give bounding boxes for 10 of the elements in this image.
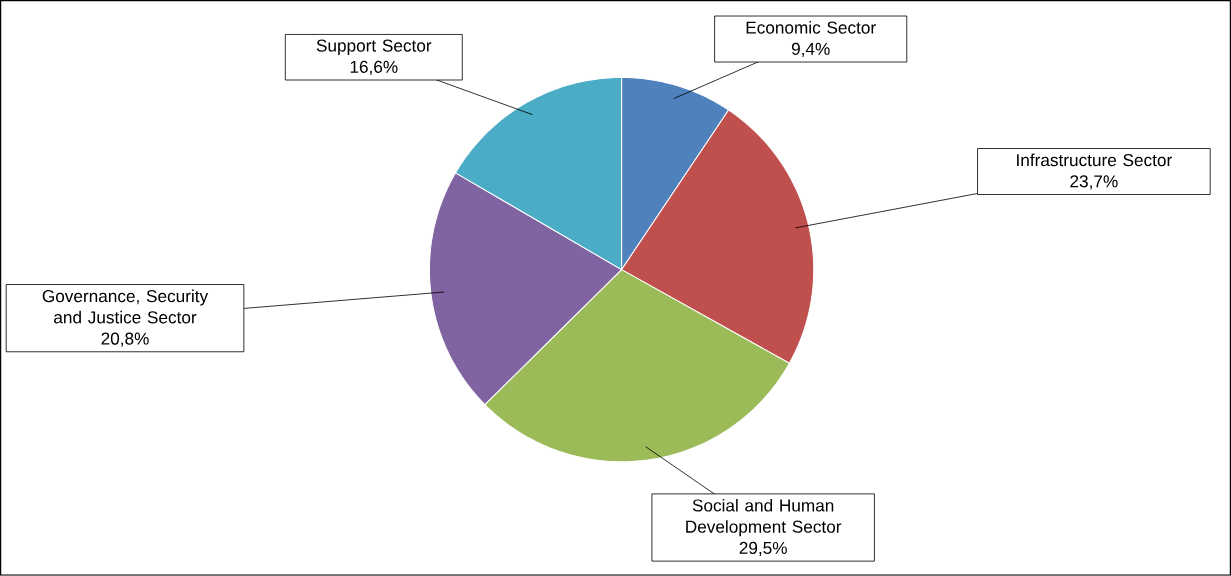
data-label: 23,7% [1070,175,1118,190]
slice-label: Infrastructure Sector [1017,153,1172,167]
data-label: 20,8% [101,332,149,347]
slice-label: Economic Sector [746,21,876,34]
slice-label: Support Sector [316,39,432,56]
data-label: 29,5% [739,542,787,557]
slice-label: Governance, Security and Justice Sector [42,289,209,324]
data-label: 9,4% [791,42,830,58]
slice-label: Social and Human Development Sector [686,499,842,537]
data-label: 16,6% [350,60,398,76]
